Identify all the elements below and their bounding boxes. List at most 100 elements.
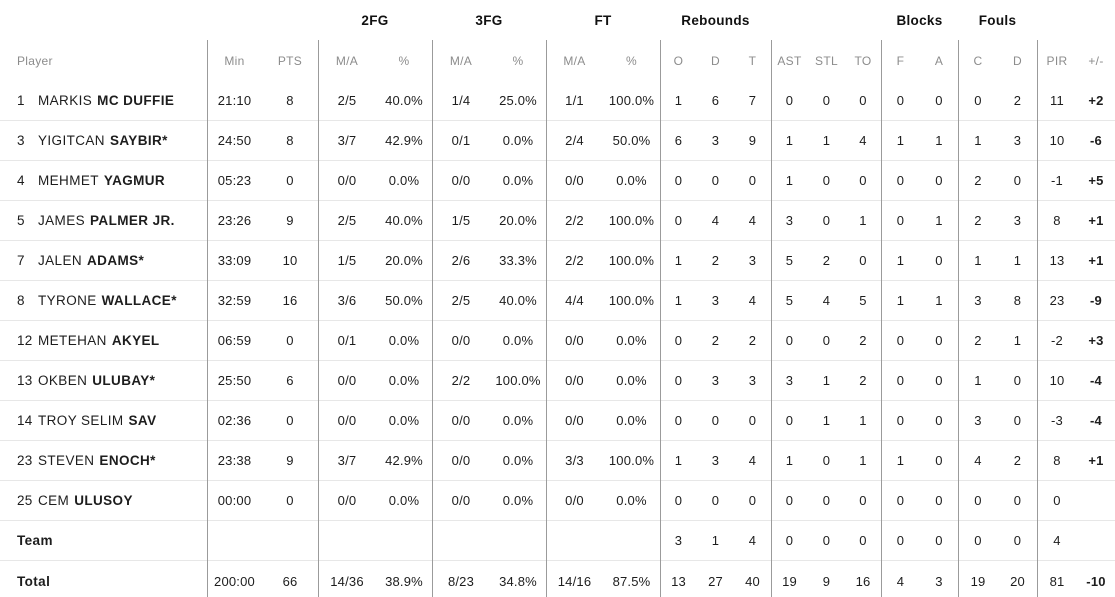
column-header-3fg-ma: M/A — [449, 53, 473, 68]
cell-2fg-made-attempted: 0/0 — [337, 493, 357, 508]
cell-2fg-made-attempted: 3/6 — [337, 293, 357, 308]
player-row: 12 METEHAN AKYEL 06:59 0 0/1 0.0% 0/0 0.0… — [0, 321, 1115, 361]
player-name: JALEN ADAMS* — [38, 253, 144, 268]
cell-2fg-made-attempted: 2/5 — [337, 213, 357, 228]
cell-plus-minus: -4 — [1090, 413, 1102, 428]
cell-pir: 81 — [1049, 573, 1065, 589]
cell-assists: 5 — [785, 293, 794, 308]
player-first-name: JAMES — [38, 213, 86, 228]
player-name: JAMES PALMER JR. — [38, 213, 175, 228]
cell-turnovers: 1 — [859, 413, 867, 428]
cell-steals: 4 — [822, 293, 831, 308]
cell-turnovers: 0 — [859, 173, 867, 188]
player-name-cell[interactable]: 8 TYRONE WALLACE* — [0, 293, 207, 308]
team-row: Team 3 1 4 0 0 0 0 0 0 0 4 — [0, 521, 1115, 561]
cell-2fg-made-attempted: 0/0 — [337, 373, 357, 388]
cell-rebounds-offensive: 1 — [674, 453, 683, 468]
player-name-cell[interactable]: 23 STEVEN ENOCH* — [0, 453, 207, 468]
cell-assists: 0 — [785, 493, 794, 508]
player-name: TROY SELIM SAV — [38, 413, 157, 428]
column-header-reb-t: T — [748, 53, 757, 68]
column-header-reb-d: D — [711, 53, 720, 68]
cell-plus-minus: +5 — [1088, 173, 1104, 188]
player-last-name: ENOCH* — [99, 453, 156, 468]
cell-steals: 0 — [822, 493, 831, 508]
player-last-name: WALLACE* — [101, 293, 177, 308]
cell-2fg-percent: 0.0% — [388, 373, 420, 388]
cell-ft-percent: 87.5% — [612, 573, 651, 589]
cell-rebounds-total: 9 — [748, 133, 757, 148]
cell-ft-made-attempted: 4/4 — [565, 293, 584, 308]
jersey-number: 25 — [17, 493, 33, 508]
cell-rebounds-total: 3 — [748, 253, 757, 268]
player-last-name: PALMER JR. — [90, 213, 175, 228]
cell-points: 0 — [286, 493, 294, 508]
cell-blocks-against: 0 — [935, 333, 943, 348]
player-name-cell[interactable]: 12 METEHAN AKYEL — [0, 333, 207, 348]
cell-3fg-made-attempted: 1/4 — [451, 93, 471, 108]
player-name: TYRONE WALLACE* — [38, 293, 177, 308]
player-name-cell[interactable]: 13 OKBEN ULUBAY* — [0, 373, 207, 388]
player-name-cell[interactable]: 5 JAMES PALMER JR. — [0, 213, 207, 228]
player-first-name: TYRONE — [38, 293, 97, 308]
cell-2fg-percent: 20.0% — [385, 253, 423, 268]
cell-3fg-percent: 0.0% — [502, 413, 534, 428]
cell-turnovers: 0 — [859, 253, 867, 268]
cell-points: 9 — [286, 213, 294, 228]
cell-2fg-percent: 42.9% — [385, 133, 423, 148]
cell-ft-percent: 0.0% — [616, 493, 647, 508]
cell-turnovers: 4 — [859, 133, 867, 148]
cell-steals: 1 — [822, 413, 831, 428]
column-header-min: Min — [224, 53, 245, 68]
player-name-cell[interactable]: 4 MEHMET YAGMUR — [0, 173, 207, 188]
player-name: CEM ULUSOY — [38, 493, 133, 508]
cell-fouls-committed: 2 — [974, 333, 982, 348]
cell-turnovers: 0 — [859, 533, 867, 548]
cell-assists: 5 — [785, 253, 794, 268]
cell-turnovers: 2 — [859, 373, 867, 388]
cell-3fg-percent: 0.0% — [502, 493, 534, 508]
cell-3fg-percent: 0.0% — [502, 333, 534, 348]
cell-blocks-favour: 0 — [896, 333, 905, 348]
cell-2fg-percent: 0.0% — [388, 333, 420, 348]
cell-rebounds-total: 7 — [748, 93, 757, 108]
column-header-fouls-d: D — [1013, 53, 1022, 68]
player-name-cell[interactable]: 1 MARKIS MC DUFFIE — [0, 93, 207, 108]
player-name-cell[interactable]: 3 YIGITCAN SAYBIR* — [0, 133, 207, 148]
cell-3fg-made-attempted: 1/5 — [451, 213, 471, 228]
cell-blocks-against: 0 — [935, 253, 943, 268]
cell-ft-made-attempted: 2/2 — [565, 253, 584, 268]
cell-blocks-favour: 0 — [896, 213, 905, 228]
cell-blocks-against: 0 — [935, 373, 943, 388]
cell-turnovers: 1 — [859, 213, 867, 228]
player-name-cell[interactable]: 25 CEM ULUSOY — [0, 493, 207, 508]
cell-blocks-favour: 0 — [896, 413, 905, 428]
cell-blocks-favour: 0 — [896, 533, 905, 548]
player-last-name: SAV — [128, 413, 157, 428]
column-separator — [432, 40, 433, 597]
column-header-3fg-pct: % — [512, 53, 524, 68]
group-header-ft: FT — [594, 12, 612, 28]
player-name-cell[interactable]: 7 JALEN ADAMS* — [0, 253, 207, 268]
cell-blocks-against: 0 — [935, 413, 943, 428]
cell-ft-made-attempted: 3/3 — [565, 453, 584, 468]
cell-blocks-against: 1 — [935, 213, 943, 228]
cell-minutes: 32:59 — [217, 293, 252, 308]
column-header-ft-pct: % — [626, 53, 637, 68]
cell-rebounds-offensive: 0 — [674, 213, 683, 228]
cell-pir: 4 — [1053, 533, 1061, 548]
jersey-number: 23 — [17, 453, 33, 468]
column-header-2fg-pct: % — [398, 53, 410, 68]
player-last-name: SAYBIR* — [109, 133, 168, 148]
cell-ft-percent: 0.0% — [616, 173, 647, 188]
player-name-cell[interactable]: 14 TROY SELIM SAV — [0, 413, 207, 428]
cell-ft-made-attempted: 0/0 — [565, 493, 584, 508]
cell-rebounds-total: 40 — [745, 573, 760, 589]
cell-blocks-favour: 0 — [896, 93, 905, 108]
cell-minutes: 02:36 — [217, 413, 252, 428]
cell-plus-minus: -6 — [1090, 133, 1102, 148]
column-separator — [958, 40, 959, 597]
column-separator — [881, 40, 882, 597]
cell-blocks-favour: 1 — [896, 133, 905, 148]
